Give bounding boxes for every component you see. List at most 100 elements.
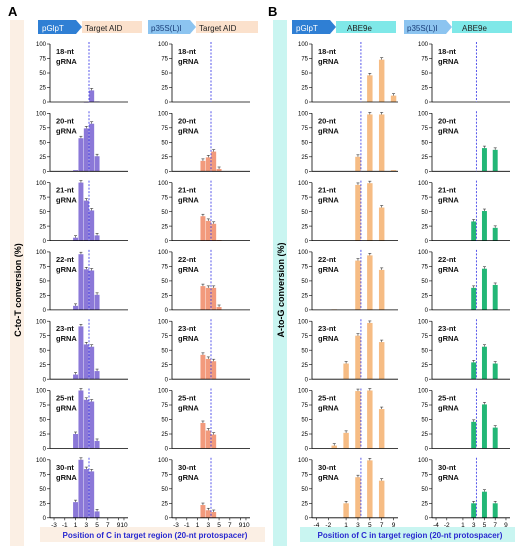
x-tick-label: 5 [95, 522, 99, 529]
bar [355, 391, 361, 449]
row-label-length: 20-nt [318, 116, 336, 125]
y-tick-label: 100 [418, 42, 429, 48]
y-tick-label: 75 [421, 57, 428, 63]
bar [211, 434, 217, 449]
x-tick-label: -1 [184, 522, 190, 529]
y-tick-label: 25 [301, 294, 308, 300]
y-tick-label: 100 [158, 42, 169, 48]
y-tick-label: 75 [301, 403, 308, 409]
header-b-right: p35S(L)I ABE9e [404, 20, 512, 34]
row-label-length: 21-nt [56, 186, 74, 195]
y-tick-label: 25 [301, 363, 308, 369]
x-tick-label: 3 [206, 522, 210, 529]
y-tick-label: 50 [39, 418, 46, 424]
y-tick-label: 25 [39, 294, 46, 300]
row-label-grna: gRNA [438, 404, 459, 413]
bar [492, 363, 498, 380]
y-tick-label: 75 [39, 334, 46, 340]
x-tick-label: 7 [380, 522, 384, 529]
row-label-length: 23-nt [438, 324, 456, 333]
y-tick-label: 75 [39, 57, 46, 63]
y-tick-label: 50 [301, 210, 308, 216]
panel-b-x-label-band [300, 527, 515, 542]
bar [343, 503, 349, 518]
promoter-arrow [292, 20, 336, 34]
row-label-length: 22-nt [56, 255, 74, 264]
panel-a-y-label-band [10, 20, 24, 546]
promoter-label: pGlpT [296, 24, 318, 33]
row-label-grna: gRNA [438, 473, 459, 482]
y-tick-label: 0 [425, 447, 429, 453]
bar [378, 207, 385, 241]
y-tick-label: 100 [158, 250, 169, 256]
y-tick-label: 25 [301, 502, 308, 508]
y-tick-label: 100 [158, 319, 169, 325]
bar [83, 399, 89, 449]
target-box [82, 21, 142, 33]
bar [367, 75, 373, 102]
y-tick-label: 50 [421, 279, 428, 285]
y-tick-label: 50 [161, 279, 168, 285]
y-tick-label: 50 [301, 348, 308, 354]
bar [390, 170, 397, 172]
x-tick-label: 5 [217, 522, 221, 529]
y-tick-label: 0 [425, 308, 429, 314]
y-tick-label: 50 [161, 141, 168, 147]
row-label-length: 21-nt [438, 186, 456, 195]
bar [481, 148, 487, 172]
row-label-grna: gRNA [318, 265, 339, 274]
row-label-grna: gRNA [438, 57, 459, 66]
y-tick-label: 50 [161, 210, 168, 216]
x-tick-label: 1 [74, 522, 78, 529]
y-tick-label: 25 [39, 86, 46, 92]
bar [200, 354, 206, 380]
y-tick-label: 0 [43, 516, 47, 522]
y-tick-label: 50 [301, 141, 308, 147]
x-tick-label: 5 [368, 522, 372, 529]
row-label-grna: gRNA [318, 334, 339, 343]
panel-a-x-label: Position of C in target region (20-nt pr… [63, 531, 248, 540]
y-tick-label: 100 [36, 250, 47, 256]
bar [200, 505, 206, 518]
y-tick-label: 25 [301, 86, 308, 92]
x-tick-label: 9 [504, 522, 508, 529]
y-tick-label: 100 [158, 458, 169, 464]
y-tick-label: 75 [421, 473, 428, 479]
bar [89, 210, 95, 241]
y-tick-label: 100 [418, 319, 429, 325]
row-label-length: 23-nt [178, 324, 196, 333]
bar [471, 421, 477, 449]
bar [471, 503, 477, 518]
row-label-length: 18-nt [438, 47, 456, 56]
x-tick-label: -1 [62, 522, 68, 529]
panel-a-letter: A [8, 4, 18, 19]
bar [355, 335, 361, 380]
bar [492, 427, 498, 449]
bar [73, 374, 79, 380]
y-tick-label: 25 [301, 224, 308, 230]
promoter-label: pGlpT [42, 24, 64, 33]
row-label-length: 20-nt [438, 116, 456, 125]
bar [367, 390, 373, 449]
y-tick-label: 25 [421, 294, 428, 300]
panel-b-letter: B [268, 4, 277, 19]
x-tick-label: -4 [433, 522, 439, 529]
y-tick-label: 75 [39, 473, 46, 479]
y-tick-label: 25 [39, 502, 46, 508]
y-tick-label: 100 [298, 458, 309, 464]
y-tick-label: 100 [158, 389, 169, 395]
bar [216, 168, 222, 172]
bar [216, 307, 222, 310]
y-tick-label: 50 [421, 210, 428, 216]
y-tick-label: 75 [301, 334, 308, 340]
y-tick-label: 75 [161, 195, 168, 201]
